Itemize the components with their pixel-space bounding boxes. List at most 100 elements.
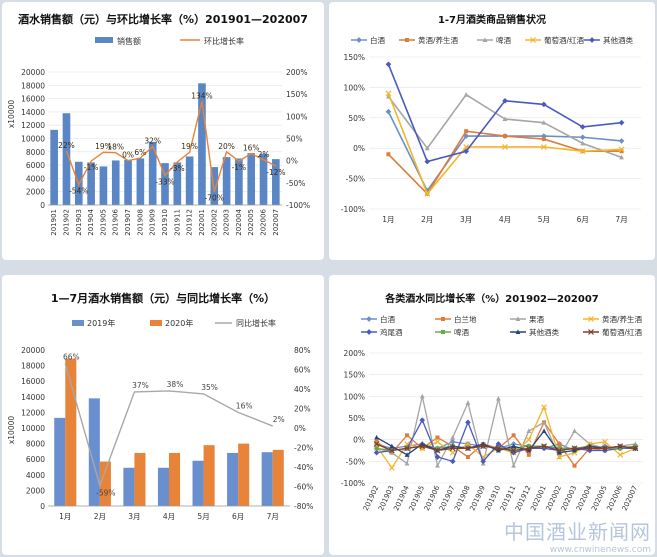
data-point (556, 447, 563, 454)
data-point (435, 463, 440, 468)
y-tick-label: 0% (353, 436, 365, 445)
y-tick-label: -50% (346, 175, 365, 184)
line-series (376, 443, 636, 452)
y-tick-label: 2000 (26, 188, 45, 197)
data-label: 37% (132, 381, 149, 390)
data-label: -33% (155, 177, 174, 186)
data-label: 16% (243, 144, 260, 153)
bar (87, 162, 95, 205)
legend-marker (441, 317, 445, 321)
legend-swatch (95, 37, 113, 43)
data-label: 18% (107, 143, 124, 152)
data-point (424, 145, 430, 151)
bar-2020 (272, 449, 284, 506)
y2-tick-label: 100% (286, 112, 307, 121)
data-point (541, 404, 547, 411)
data-point (374, 439, 379, 444)
data-point (450, 434, 456, 440)
data-point (510, 447, 517, 454)
data-point (385, 108, 392, 115)
line-series (64, 363, 273, 488)
x-tick-label: 2月 (94, 512, 106, 521)
chart-title: 酒水销售额（元）与环比增长率（%）201901—202007 (18, 12, 308, 26)
x-tick-label: 4月 (499, 215, 511, 224)
data-point (424, 190, 431, 197)
data-point (465, 400, 471, 405)
data-point (374, 446, 379, 451)
y2-tick-label: -80% (294, 502, 313, 511)
legend-marker (405, 38, 409, 42)
data-point (525, 445, 532, 452)
chart-title: 1-7月酒类商品销售状况 (438, 13, 546, 26)
y2-tick-label: -50% (286, 179, 305, 188)
bar (173, 162, 182, 205)
data-point (511, 446, 516, 451)
data-label: 16% (236, 401, 253, 410)
legend-label: 果酒 (529, 315, 544, 324)
data-label: -54% (69, 187, 88, 196)
y-tick-label: 10000 (21, 424, 45, 433)
data-point (572, 428, 577, 433)
data-point (541, 443, 547, 450)
x-tick-label: 201909 (149, 209, 157, 236)
bar-2019 (88, 398, 100, 506)
data-label: 0% (122, 151, 134, 160)
x-tick-label: 201903 (75, 209, 83, 236)
legend-marker (588, 316, 594, 322)
data-point (405, 433, 410, 438)
bar (62, 113, 71, 205)
data-point (579, 134, 586, 141)
data-point (541, 137, 546, 142)
y-axis-label: x10000 (7, 100, 16, 129)
x-tick-label: 202002 (210, 209, 218, 236)
legend-marker (482, 37, 488, 42)
data-label: 32% (144, 136, 161, 145)
data-label: -70% (205, 194, 224, 203)
data-point (495, 395, 501, 401)
x-tick-label: 202007 (272, 209, 280, 236)
chart-title: 各类酒水同比增长率（%）201902—202007 (384, 292, 599, 305)
y-tick-label: 14000 (21, 393, 45, 402)
data-point (435, 435, 440, 440)
x-tick-label: 3月 (128, 512, 140, 521)
data-point (602, 438, 608, 445)
data-label: 134% (191, 91, 212, 100)
bar-2020 (169, 452, 181, 506)
y2-tick-label: 150% (286, 90, 307, 99)
y-tick-label: 0 (40, 201, 45, 210)
data-point (525, 436, 532, 443)
data-point (465, 441, 471, 447)
chart-title: 1—7月酒水销售额（元）与同比增长率（%） (51, 291, 275, 305)
y-tick-label: 8000 (26, 440, 45, 449)
legend-label: 啤酒 (454, 327, 469, 337)
data-point (419, 417, 426, 423)
data-point (556, 450, 562, 455)
data-point (388, 447, 395, 454)
data-point (419, 393, 425, 399)
data-point (502, 97, 508, 104)
data-point (495, 447, 501, 453)
data-point (404, 452, 410, 457)
bar (111, 160, 120, 205)
y2-tick-label: 0% (294, 424, 306, 433)
legend-marker (356, 37, 362, 43)
legend-label: 2020年 (165, 318, 193, 328)
panel-category-yoy: 各类酒水同比增长率（%）201902—202007 白酒 白兰地 果酒 黄酒/养生酒 鸡尾… (329, 275, 655, 555)
chart-yoy-sales: 1—7月酒水销售额（元）与同比增长率（%） 2019年 2020年 同比增长率 0 200… (7, 291, 313, 521)
legend-swatch (72, 320, 84, 326)
y2-tick-label: 40% (294, 385, 311, 394)
data-label: -1% (84, 163, 99, 172)
data-point (388, 464, 395, 471)
data-point (511, 433, 516, 438)
data-point (556, 454, 563, 460)
bar (272, 159, 280, 205)
data-point (526, 444, 531, 449)
data-point (434, 438, 441, 445)
y2-tick-label: 0% (286, 157, 298, 166)
data-label: 22% (58, 141, 75, 150)
legend-marker (588, 329, 594, 335)
data-point (465, 445, 471, 452)
legend-label: 白酒 (370, 35, 385, 45)
legend-marker (515, 329, 521, 334)
data-point (465, 419, 471, 426)
